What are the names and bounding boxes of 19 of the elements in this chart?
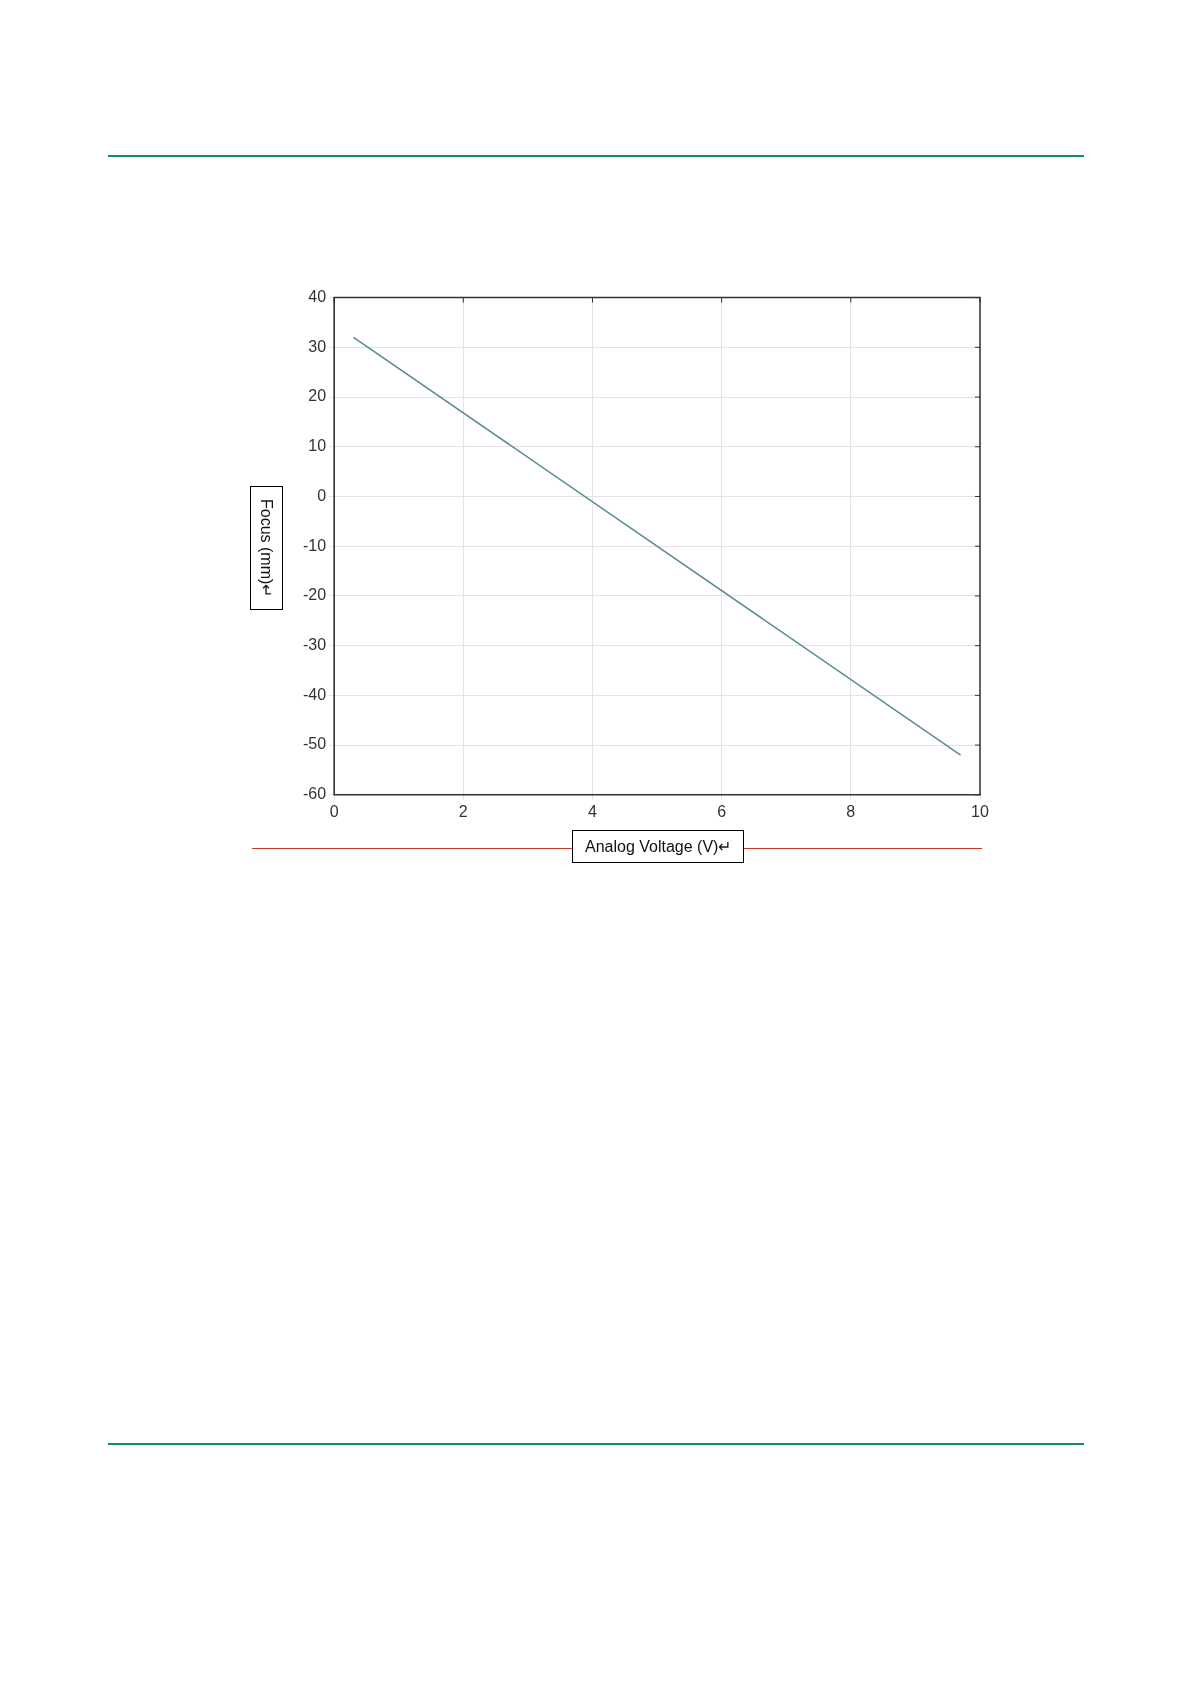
y-tick-label: -40 bbox=[303, 685, 327, 703]
y-tick-label: 0 bbox=[317, 486, 327, 504]
x-tick-label: 10 bbox=[971, 802, 989, 820]
x-tick-label: 2 bbox=[458, 802, 468, 820]
y-tick-label: -50 bbox=[303, 735, 327, 753]
y-axis-title: Focus (mm)↵ bbox=[250, 486, 283, 611]
y-tick-label: 10 bbox=[308, 437, 327, 455]
y-tick-label: -20 bbox=[303, 586, 327, 604]
y-tick-label: 30 bbox=[308, 337, 327, 355]
x-tick-label: 8 bbox=[846, 802, 856, 820]
x-tick-label: 6 bbox=[717, 802, 727, 820]
y-tick-label: 20 bbox=[308, 387, 327, 405]
x-axis-title: Analog Voltage (V)↵ bbox=[572, 830, 745, 863]
y-tick-label: -30 bbox=[303, 636, 327, 654]
x-tick-label: 0 bbox=[329, 802, 339, 820]
y-tick-label: -60 bbox=[303, 785, 327, 803]
y-tick-label: -10 bbox=[303, 536, 327, 554]
y-tick-label: 40 bbox=[308, 288, 327, 306]
x-tick-label: 4 bbox=[588, 802, 598, 820]
